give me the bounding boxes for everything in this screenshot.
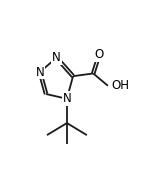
Text: O: O bbox=[95, 48, 104, 61]
Text: OH: OH bbox=[112, 79, 130, 92]
Text: N: N bbox=[63, 92, 71, 105]
Text: N: N bbox=[36, 66, 44, 78]
Text: N: N bbox=[52, 51, 61, 64]
